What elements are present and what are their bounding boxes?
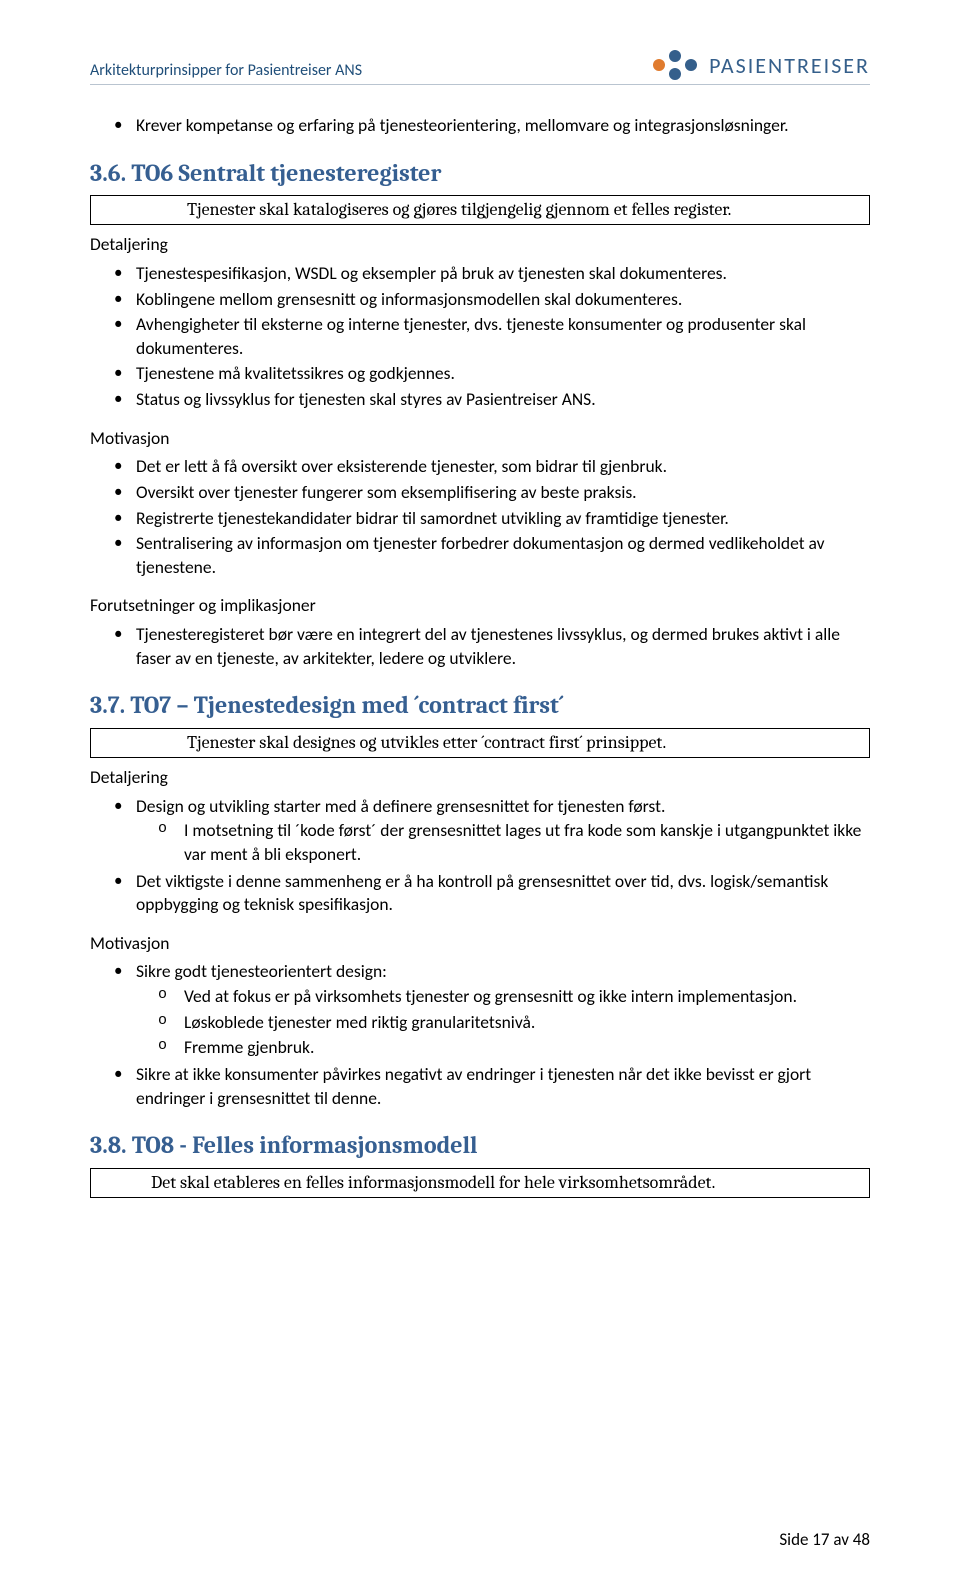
page-header: Arkitekturprinsipper for Pasientreiser A… — [90, 50, 870, 85]
list-item-text: Design og utvikling starter med å define… — [136, 795, 665, 817]
heading-3-6: 3.6. TO6 Sentralt tjenesteregister — [90, 157, 870, 189]
list-item: Koblingene mellom grensesnitt og informa… — [136, 287, 870, 313]
principle-text: Det skal etableres en felles informasjon… — [93, 1171, 861, 1195]
sub-list: I motsetning til ´kode først´ der grense… — [136, 818, 870, 867]
list-item: Oversikt over tjenester fungerer som eks… — [136, 480, 870, 506]
motivasjon-label: Motivasjon — [90, 932, 870, 956]
principle-text: Tjenester skal katalogiseres og gjøres t… — [99, 198, 861, 222]
list-item: Tjenestespesifikasjon, WSDL og eksempler… — [136, 261, 870, 287]
detaljering-list: Tjenestespesifikasjon, WSDL og eksempler… — [90, 261, 870, 413]
list-item: Det viktigste i denne sammenheng er å ha… — [136, 869, 870, 918]
detaljering-label: Detaljering — [90, 233, 870, 257]
header-title: Arkitekturprinsipper for Pasientreiser A… — [90, 61, 362, 80]
page-footer: Side 17 av 48 — [779, 1529, 870, 1550]
motivasjon-list: Det er lett å få oversikt over eksistere… — [90, 454, 870, 580]
heading-3-7: 3.7. TO7 – Tjenestedesign med ´contract … — [90, 689, 870, 721]
logo-text: PASIENTREISER — [709, 52, 870, 79]
list-item: Tjenestene må kvalitetssikres og godkjen… — [136, 361, 870, 387]
principle-text: Tjenester skal designes og utvikles ette… — [99, 731, 861, 755]
list-item: Avhengigheter til eksterne og interne tj… — [136, 312, 870, 361]
list-item: Krever kompetanse og erfaring på tjenest… — [136, 113, 870, 139]
list-item-text: Sikre godt tjenesteorientert design: — [136, 960, 387, 982]
detaljering-label: Detaljering — [90, 766, 870, 790]
motivasjon-list: Sikre godt tjenesteorientert design: Ved… — [90, 959, 870, 1111]
list-item: Status og livssyklus for tjenesten skal … — [136, 387, 870, 413]
sub-list: Ved at fokus er på virksomhets tjenester… — [136, 984, 870, 1061]
principle-box: Tjenester skal katalogiseres og gjøres t… — [90, 195, 870, 225]
list-item: I motsetning til ´kode først´ der grense… — [184, 818, 870, 867]
principle-box: Tjenester skal designes og utvikles ette… — [90, 728, 870, 758]
list-item: Løskoblede tjenester med riktig granular… — [184, 1010, 870, 1036]
forutsetninger-label: Forutsetninger og implikasjoner — [90, 594, 870, 618]
forutsetninger-list: Tjenesteregisteret bør være en integrert… — [90, 622, 870, 671]
detaljering-list: Design og utvikling starter med å define… — [90, 794, 870, 918]
list-item: Registrerte tjenestekandidater bidrar ti… — [136, 506, 870, 532]
list-item: Fremme gjenbruk. — [184, 1035, 870, 1061]
heading-3-8: 3.8. TO8 - Felles informasjonsmodell — [90, 1129, 870, 1161]
motivasjon-label: Motivasjon — [90, 427, 870, 451]
intro-bullets: Krever kompetanse og erfaring på tjenest… — [90, 113, 870, 139]
list-item: Tjenesteregisteret bør være en integrert… — [136, 622, 870, 671]
list-item: Sentralisering av informasjon om tjenest… — [136, 531, 870, 580]
list-item: Ved at fokus er på virksomhets tjenester… — [184, 984, 870, 1010]
list-item: Design og utvikling starter med å define… — [136, 794, 870, 869]
logo: PASIENTREISER — [653, 50, 870, 80]
principle-box: Det skal etableres en felles informasjon… — [90, 1168, 870, 1198]
list-item: Sikre godt tjenesteorientert design: Ved… — [136, 959, 870, 1062]
logo-dots-icon — [653, 50, 699, 80]
list-item: Det er lett å få oversikt over eksistere… — [136, 454, 870, 480]
list-item: Sikre at ikke konsumenter påvirkes negat… — [136, 1062, 870, 1111]
